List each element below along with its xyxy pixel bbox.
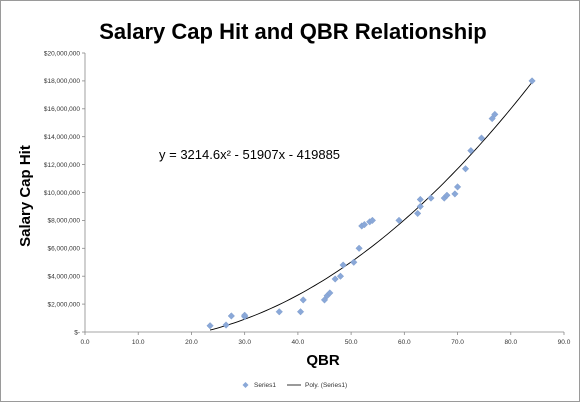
data-point <box>461 165 470 173</box>
x-tick-label: 60.0 <box>398 339 411 346</box>
legend: Series1 Poly. (Series1) <box>242 382 347 389</box>
trendline-equation: y = 3214.6x² - 51907x - 419885 <box>159 147 340 162</box>
data-point <box>326 289 334 297</box>
x-axis-label: QBR <box>306 352 340 369</box>
data-point <box>296 308 305 316</box>
y-tick-label: $12,000,000 <box>44 162 81 169</box>
y-tick-label: $6,000,000 <box>47 246 80 253</box>
trendline-poly <box>209 81 533 331</box>
data-point <box>299 296 307 304</box>
data-point <box>331 275 339 283</box>
data-point <box>528 77 536 85</box>
data-point <box>416 195 424 204</box>
x-tick-label: 50.0 <box>345 339 358 346</box>
y-tick-label: $20,000,000 <box>44 50 81 57</box>
data-point <box>443 191 451 199</box>
plot-area: $- $2,000,000 $4,000,000 $6,000,000 $8,000,0… <box>44 50 571 346</box>
y-tick-label: $16,000,000 <box>44 106 81 113</box>
y-tick-label: $18,000,000 <box>44 78 81 85</box>
x-tick-label: 80.0 <box>504 339 517 346</box>
y-axis-label: Salary Cap Hit <box>17 145 34 247</box>
y-tick-label: $2,000,000 <box>47 301 80 308</box>
data-point <box>477 134 486 142</box>
x-tick-label: 90.0 <box>558 339 571 346</box>
legend-marker-series1 <box>242 382 249 388</box>
data-point <box>222 321 230 329</box>
data-point <box>227 312 235 320</box>
data-point <box>336 272 345 280</box>
x-tick-label: 0.0 <box>80 339 89 346</box>
data-point <box>355 244 363 252</box>
data-point <box>275 308 283 316</box>
y-tick-label: $4,000,000 <box>47 274 80 281</box>
data-point <box>491 110 499 118</box>
y-tick-label: $- <box>74 329 80 336</box>
data-point <box>360 221 368 229</box>
data-point <box>427 194 435 202</box>
x-tick-label: 70.0 <box>451 339 464 346</box>
data-point <box>350 258 358 266</box>
data-point <box>339 261 347 269</box>
data-point <box>414 209 422 218</box>
data-point <box>467 147 475 155</box>
data-point <box>451 190 459 198</box>
data-point <box>241 311 249 319</box>
y-tick-label: $10,000,000 <box>44 190 81 197</box>
y-tick-label: $14,000,000 <box>44 134 81 141</box>
data-point <box>453 183 462 191</box>
data-point <box>206 322 214 330</box>
x-tick-label: 10.0 <box>132 339 145 346</box>
x-tick-label: 40.0 <box>292 339 305 346</box>
data-point <box>368 216 376 224</box>
data-point <box>416 202 424 211</box>
data-point <box>395 216 403 224</box>
x-tick-label: 30.0 <box>238 339 251 346</box>
y-tick-label: $8,000,000 <box>47 218 80 225</box>
x-tick-label: 20.0 <box>185 339 198 346</box>
legend-label-poly: Poly. (Series1) <box>305 382 347 389</box>
chart-title: Salary Cap Hit and QBR Relationship <box>99 19 487 44</box>
legend-label-series1: Series1 <box>254 382 276 389</box>
